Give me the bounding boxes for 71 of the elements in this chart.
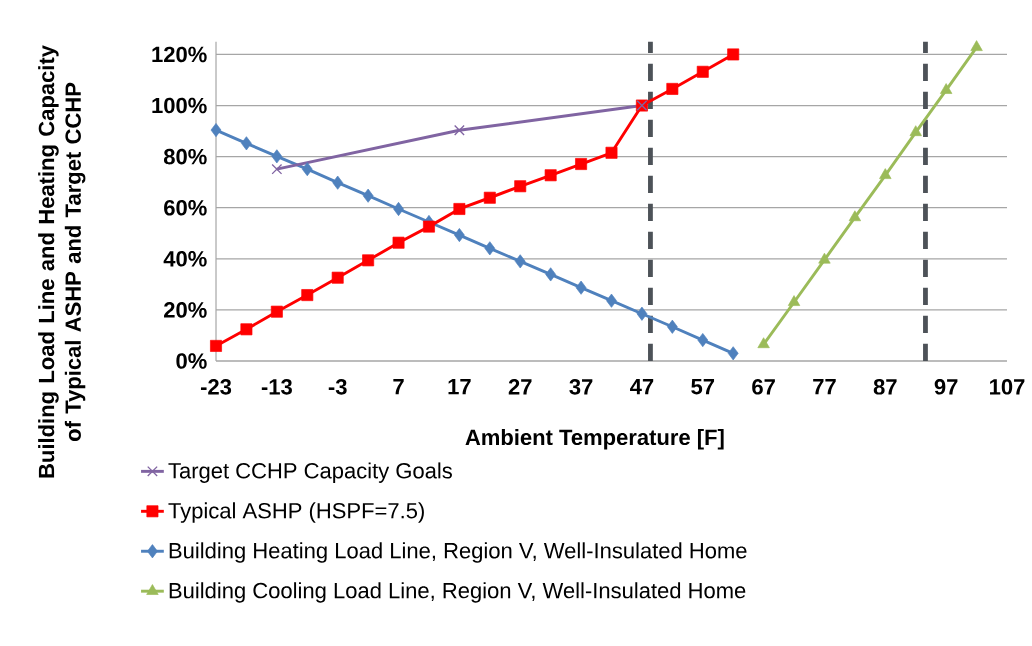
point <box>210 339 222 352</box>
y-tick-label: 120% <box>152 46 207 63</box>
point <box>544 169 557 182</box>
legend-label: Building Cooling Load Line, Region V, Well-Insulated Home <box>169 582 746 603</box>
point <box>848 210 861 222</box>
point <box>484 241 496 256</box>
point <box>818 252 831 264</box>
x-tick-label: 57 <box>691 379 715 395</box>
x-tick-label: 47 <box>630 379 654 395</box>
point <box>666 82 679 95</box>
point <box>454 228 465 243</box>
point <box>301 289 314 302</box>
point <box>271 163 283 175</box>
x-tick-label: 27 <box>508 379 532 395</box>
point <box>483 191 496 204</box>
x-tick-label: 67 <box>752 379 775 395</box>
point <box>879 168 892 179</box>
point <box>727 48 740 61</box>
x-tick-label: 77 <box>813 379 836 395</box>
point <box>575 280 587 295</box>
y-tick-label: 40% <box>163 251 207 267</box>
point <box>909 125 922 137</box>
point <box>787 295 801 306</box>
point <box>514 180 527 193</box>
point <box>575 158 588 170</box>
point <box>271 149 283 164</box>
point <box>270 305 283 318</box>
point <box>362 254 375 267</box>
x-tick-label: -3 <box>328 379 347 395</box>
point <box>970 40 983 51</box>
point <box>636 306 648 321</box>
y-tick-label: 20% <box>164 302 207 318</box>
point <box>362 188 374 203</box>
point <box>331 271 344 284</box>
point <box>210 123 222 138</box>
y-tick-label: 100% <box>152 97 207 114</box>
legend-label: Target CCHP Capacity Goals <box>168 462 452 483</box>
point <box>757 337 770 349</box>
x-tick-label: 97 <box>934 379 958 395</box>
x-tick-label: 37 <box>569 379 593 395</box>
y-tick-label: 60% <box>164 199 207 216</box>
point <box>301 162 313 177</box>
x-axis-title: Ambient Temperature [F] <box>465 428 724 450</box>
x-tick-label: 7 <box>393 379 404 395</box>
x-tick-label: 87 <box>873 379 897 395</box>
x-tick-label: -13 <box>261 379 292 395</box>
point <box>240 323 253 336</box>
point <box>696 65 709 78</box>
point <box>241 136 252 151</box>
legend-label: Building Heating Load Line, Region V, Well-Insulated Home <box>169 542 747 563</box>
legend-label: Typical ASHP (HSPF=7.5) <box>168 502 424 523</box>
x-tick-label: 107 <box>990 379 1025 395</box>
point <box>514 254 526 269</box>
point <box>392 236 405 249</box>
point <box>393 201 404 216</box>
point <box>667 319 678 334</box>
x-tick-label: -23 <box>200 379 232 395</box>
x-tick-label: 17 <box>448 379 471 395</box>
point <box>697 333 709 348</box>
y-tick-label: 80% <box>163 148 207 165</box>
point <box>940 83 953 94</box>
point <box>332 175 344 190</box>
point <box>606 293 617 308</box>
point <box>545 267 556 282</box>
point <box>454 124 465 136</box>
point <box>727 346 739 361</box>
y-tick-label: 0% <box>176 353 207 369</box>
point <box>605 146 618 159</box>
y-axis-title: Building Load Line and Heating Capacity of Typical ASHP and Target CCHP <box>38 45 86 478</box>
point <box>453 203 466 215</box>
point <box>423 220 435 233</box>
